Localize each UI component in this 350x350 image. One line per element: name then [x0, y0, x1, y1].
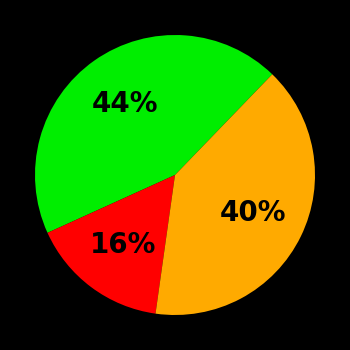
Wedge shape: [155, 74, 315, 315]
Text: 44%: 44%: [92, 90, 158, 118]
Wedge shape: [35, 35, 272, 233]
Text: 40%: 40%: [220, 199, 286, 227]
Text: 16%: 16%: [90, 231, 156, 259]
Wedge shape: [48, 175, 175, 314]
